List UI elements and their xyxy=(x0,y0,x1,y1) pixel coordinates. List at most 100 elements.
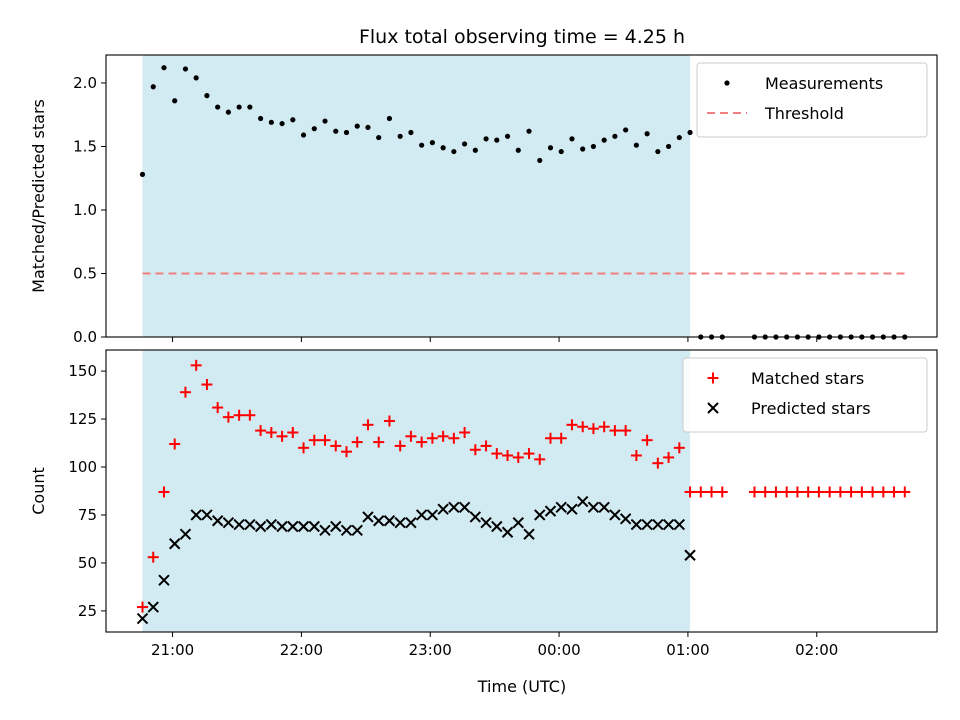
data-point xyxy=(480,516,492,529)
data-point xyxy=(222,516,235,529)
data-point xyxy=(137,601,149,613)
legend-swatch xyxy=(707,402,719,414)
data-point xyxy=(419,142,425,148)
data-point xyxy=(547,145,554,151)
data-point xyxy=(311,126,317,132)
data-point xyxy=(158,486,170,498)
data-point xyxy=(665,143,672,150)
shaded-observing-span xyxy=(142,55,691,337)
data-point xyxy=(169,538,181,550)
data-point xyxy=(405,516,417,529)
data-point xyxy=(372,515,385,527)
data-point xyxy=(480,440,492,452)
legend-box xyxy=(682,357,928,433)
data-point xyxy=(376,134,382,141)
data-point xyxy=(641,434,653,446)
data-point xyxy=(147,551,159,563)
data-point xyxy=(244,518,256,531)
data-point xyxy=(330,520,342,533)
data-point xyxy=(437,503,449,515)
data-point xyxy=(569,136,575,142)
data-point xyxy=(469,444,481,456)
data-point xyxy=(426,509,439,521)
data-point xyxy=(558,148,564,155)
legend: Matched stars Predicted stars xyxy=(682,357,928,433)
data-point xyxy=(458,501,471,514)
y-tick-label: 150 xyxy=(68,362,97,380)
data-point xyxy=(523,448,535,460)
data-point xyxy=(580,146,586,152)
data-point xyxy=(448,501,460,514)
data-point xyxy=(386,115,393,122)
data-point xyxy=(343,129,350,136)
data-point xyxy=(598,501,610,514)
data-point xyxy=(362,511,374,523)
data-point xyxy=(504,133,511,139)
data-point xyxy=(601,137,607,143)
data-point xyxy=(676,134,682,141)
data-point xyxy=(630,518,643,531)
data-point xyxy=(136,612,149,625)
data-point xyxy=(319,434,331,446)
data-point xyxy=(190,359,202,371)
data-point xyxy=(351,524,363,537)
data-point xyxy=(856,486,868,498)
x-axis-label: Time (UTC) xyxy=(477,677,566,696)
data-point xyxy=(537,157,543,164)
data-point xyxy=(265,518,278,531)
data-point xyxy=(544,432,556,444)
data-point xyxy=(179,386,191,398)
x-tick-label: 22:00 xyxy=(280,641,323,659)
data-point xyxy=(759,486,771,498)
data-point xyxy=(290,117,296,123)
data-point xyxy=(247,104,253,110)
y-axis-label: Matched/Predicted stars xyxy=(29,99,48,293)
data-point xyxy=(845,486,857,498)
data-point xyxy=(362,419,374,431)
data-point xyxy=(888,486,900,498)
data-point xyxy=(512,451,524,463)
data-point xyxy=(426,432,438,444)
data-point xyxy=(534,453,546,465)
data-point xyxy=(383,515,396,527)
data-point xyxy=(300,132,307,138)
data-point xyxy=(437,430,449,442)
y-tick-label: 125 xyxy=(68,410,97,428)
x-tick-label: 23:00 xyxy=(409,641,452,659)
data-point xyxy=(212,402,224,414)
data-point xyxy=(684,486,696,498)
data-point xyxy=(673,442,685,454)
legend-label: Matched stars xyxy=(751,369,864,388)
data-point xyxy=(394,440,406,452)
data-point xyxy=(211,515,224,527)
data-point xyxy=(333,128,339,134)
data-point xyxy=(182,66,189,72)
data-point xyxy=(340,524,353,537)
data-point xyxy=(523,528,535,540)
data-point xyxy=(459,426,471,438)
data-point xyxy=(322,118,328,124)
data-point xyxy=(748,486,760,498)
x-tick-label: 00:00 xyxy=(537,641,580,659)
data-point xyxy=(225,109,231,115)
y-tick-label: 25 xyxy=(78,602,97,620)
data-point xyxy=(150,84,156,90)
data-point xyxy=(612,133,618,139)
data-point xyxy=(308,520,320,533)
data-point xyxy=(429,140,435,146)
data-point xyxy=(169,438,181,450)
data-point xyxy=(308,434,320,446)
data-point xyxy=(716,486,728,498)
bottom-panel: 25 50 75 100 125 150 21:00 22:00 23:00 00:00 01:00… xyxy=(29,349,938,659)
data-point xyxy=(609,425,621,437)
data-point xyxy=(813,486,825,498)
data-point xyxy=(354,123,360,129)
data-point xyxy=(276,430,288,442)
data-point xyxy=(254,520,267,533)
data-point xyxy=(469,511,482,523)
data-point xyxy=(405,430,417,442)
data-point xyxy=(555,432,567,444)
y-tick-label: 2.0 xyxy=(73,74,97,92)
data-point xyxy=(652,518,664,531)
